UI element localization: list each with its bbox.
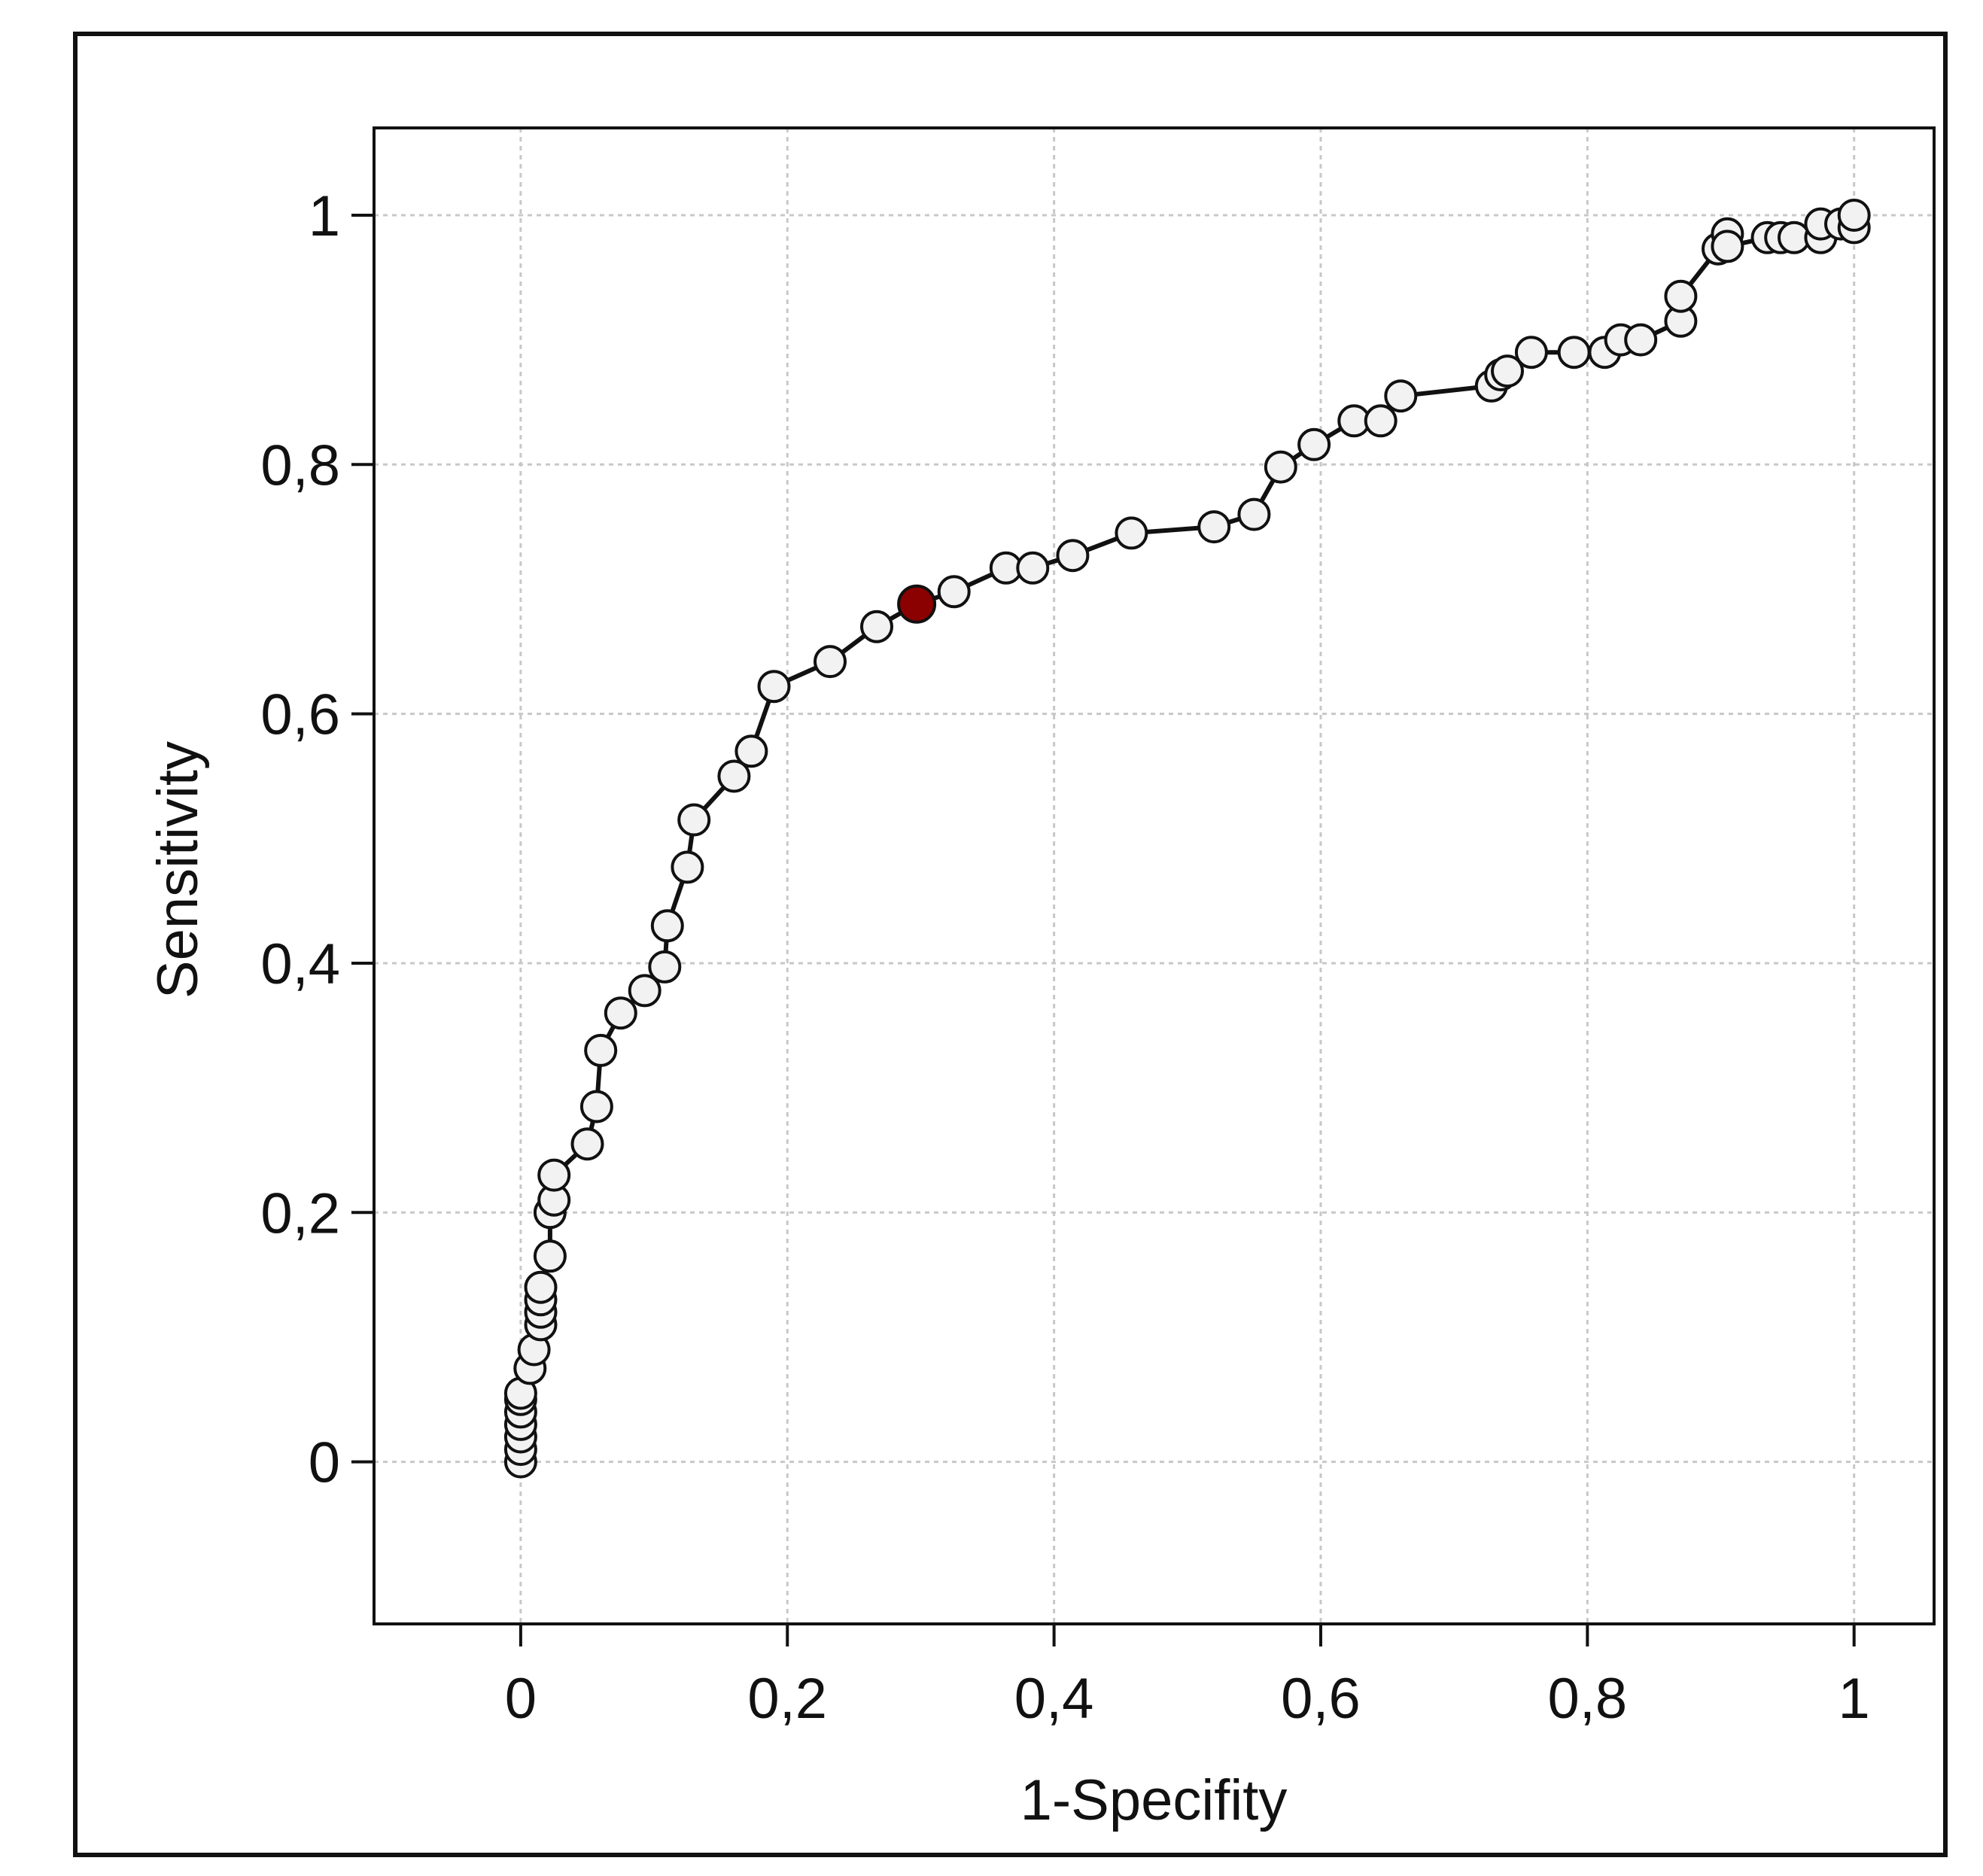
- x-tick-label: 0,8: [1548, 1667, 1628, 1731]
- roc-point: [1557, 336, 1591, 369]
- roc-point: [937, 575, 971, 609]
- x-axis-title: 1-Specifity: [1020, 1768, 1288, 1832]
- y-tick-label: 0,8: [260, 433, 340, 497]
- roc-point: [735, 734, 768, 768]
- roc-point: [648, 950, 682, 984]
- y-tick-label: 1: [309, 184, 340, 248]
- roc-point: [584, 1033, 618, 1067]
- roc-point: [1115, 516, 1148, 550]
- roc-point: [860, 610, 893, 643]
- roc-point: [1237, 497, 1271, 531]
- y-tick-label: 0,4: [260, 932, 340, 996]
- y-axis-title: Sensitivity: [146, 741, 210, 999]
- roc-point: [579, 1090, 613, 1123]
- x-tick-label: 0,4: [1014, 1667, 1094, 1731]
- roc-point-highlighted: [897, 584, 937, 624]
- roc-point: [1364, 404, 1398, 438]
- tick-labels: 0 0 0,2 0,2 0,4 0,4 0,6 0,6 0,8 0,8 1 1: [260, 184, 1869, 1731]
- plot-area: [373, 126, 1936, 1625]
- x-tick-label: 0: [505, 1667, 537, 1731]
- roc-point: [1384, 379, 1418, 413]
- roc-point: [533, 1239, 567, 1273]
- roc-point: [717, 759, 751, 793]
- roc-point: [677, 803, 711, 837]
- roc-point: [1837, 199, 1871, 232]
- y-tick-label: 0: [309, 1431, 340, 1495]
- roc-point: [650, 909, 684, 943]
- roc-point: [1264, 450, 1297, 484]
- roc-point: [1664, 279, 1698, 313]
- y-tick-label: 0,2: [260, 1181, 340, 1245]
- roc-point: [1056, 539, 1090, 573]
- roc-point: [1016, 551, 1050, 585]
- roc-point: [814, 645, 847, 679]
- roc-point: [537, 1158, 571, 1192]
- roc-point: [1491, 354, 1524, 388]
- roc-point: [1297, 427, 1331, 461]
- roc-curve-line: [518, 215, 1857, 1462]
- y-tick-label: 0,6: [260, 683, 340, 747]
- ticks: [351, 213, 1856, 1646]
- roc-point: [1711, 230, 1744, 263]
- roc-point: [757, 670, 791, 704]
- roc-point: [570, 1127, 604, 1161]
- outer-frame: [73, 32, 1948, 1857]
- x-tick-label: 0,6: [1281, 1667, 1361, 1731]
- x-tick-label: 0,2: [747, 1667, 827, 1731]
- x-tick-label: 1: [1839, 1667, 1870, 1731]
- roc-point: [524, 1270, 558, 1304]
- grid: [374, 128, 1934, 1624]
- roc-point: [671, 850, 704, 884]
- roc-point: [1197, 510, 1231, 544]
- roc-point: [1514, 336, 1548, 369]
- roc-points: [503, 199, 1871, 1479]
- roc-point: [628, 974, 662, 1008]
- roc-point: [604, 996, 637, 1030]
- roc-point: [1624, 323, 1658, 357]
